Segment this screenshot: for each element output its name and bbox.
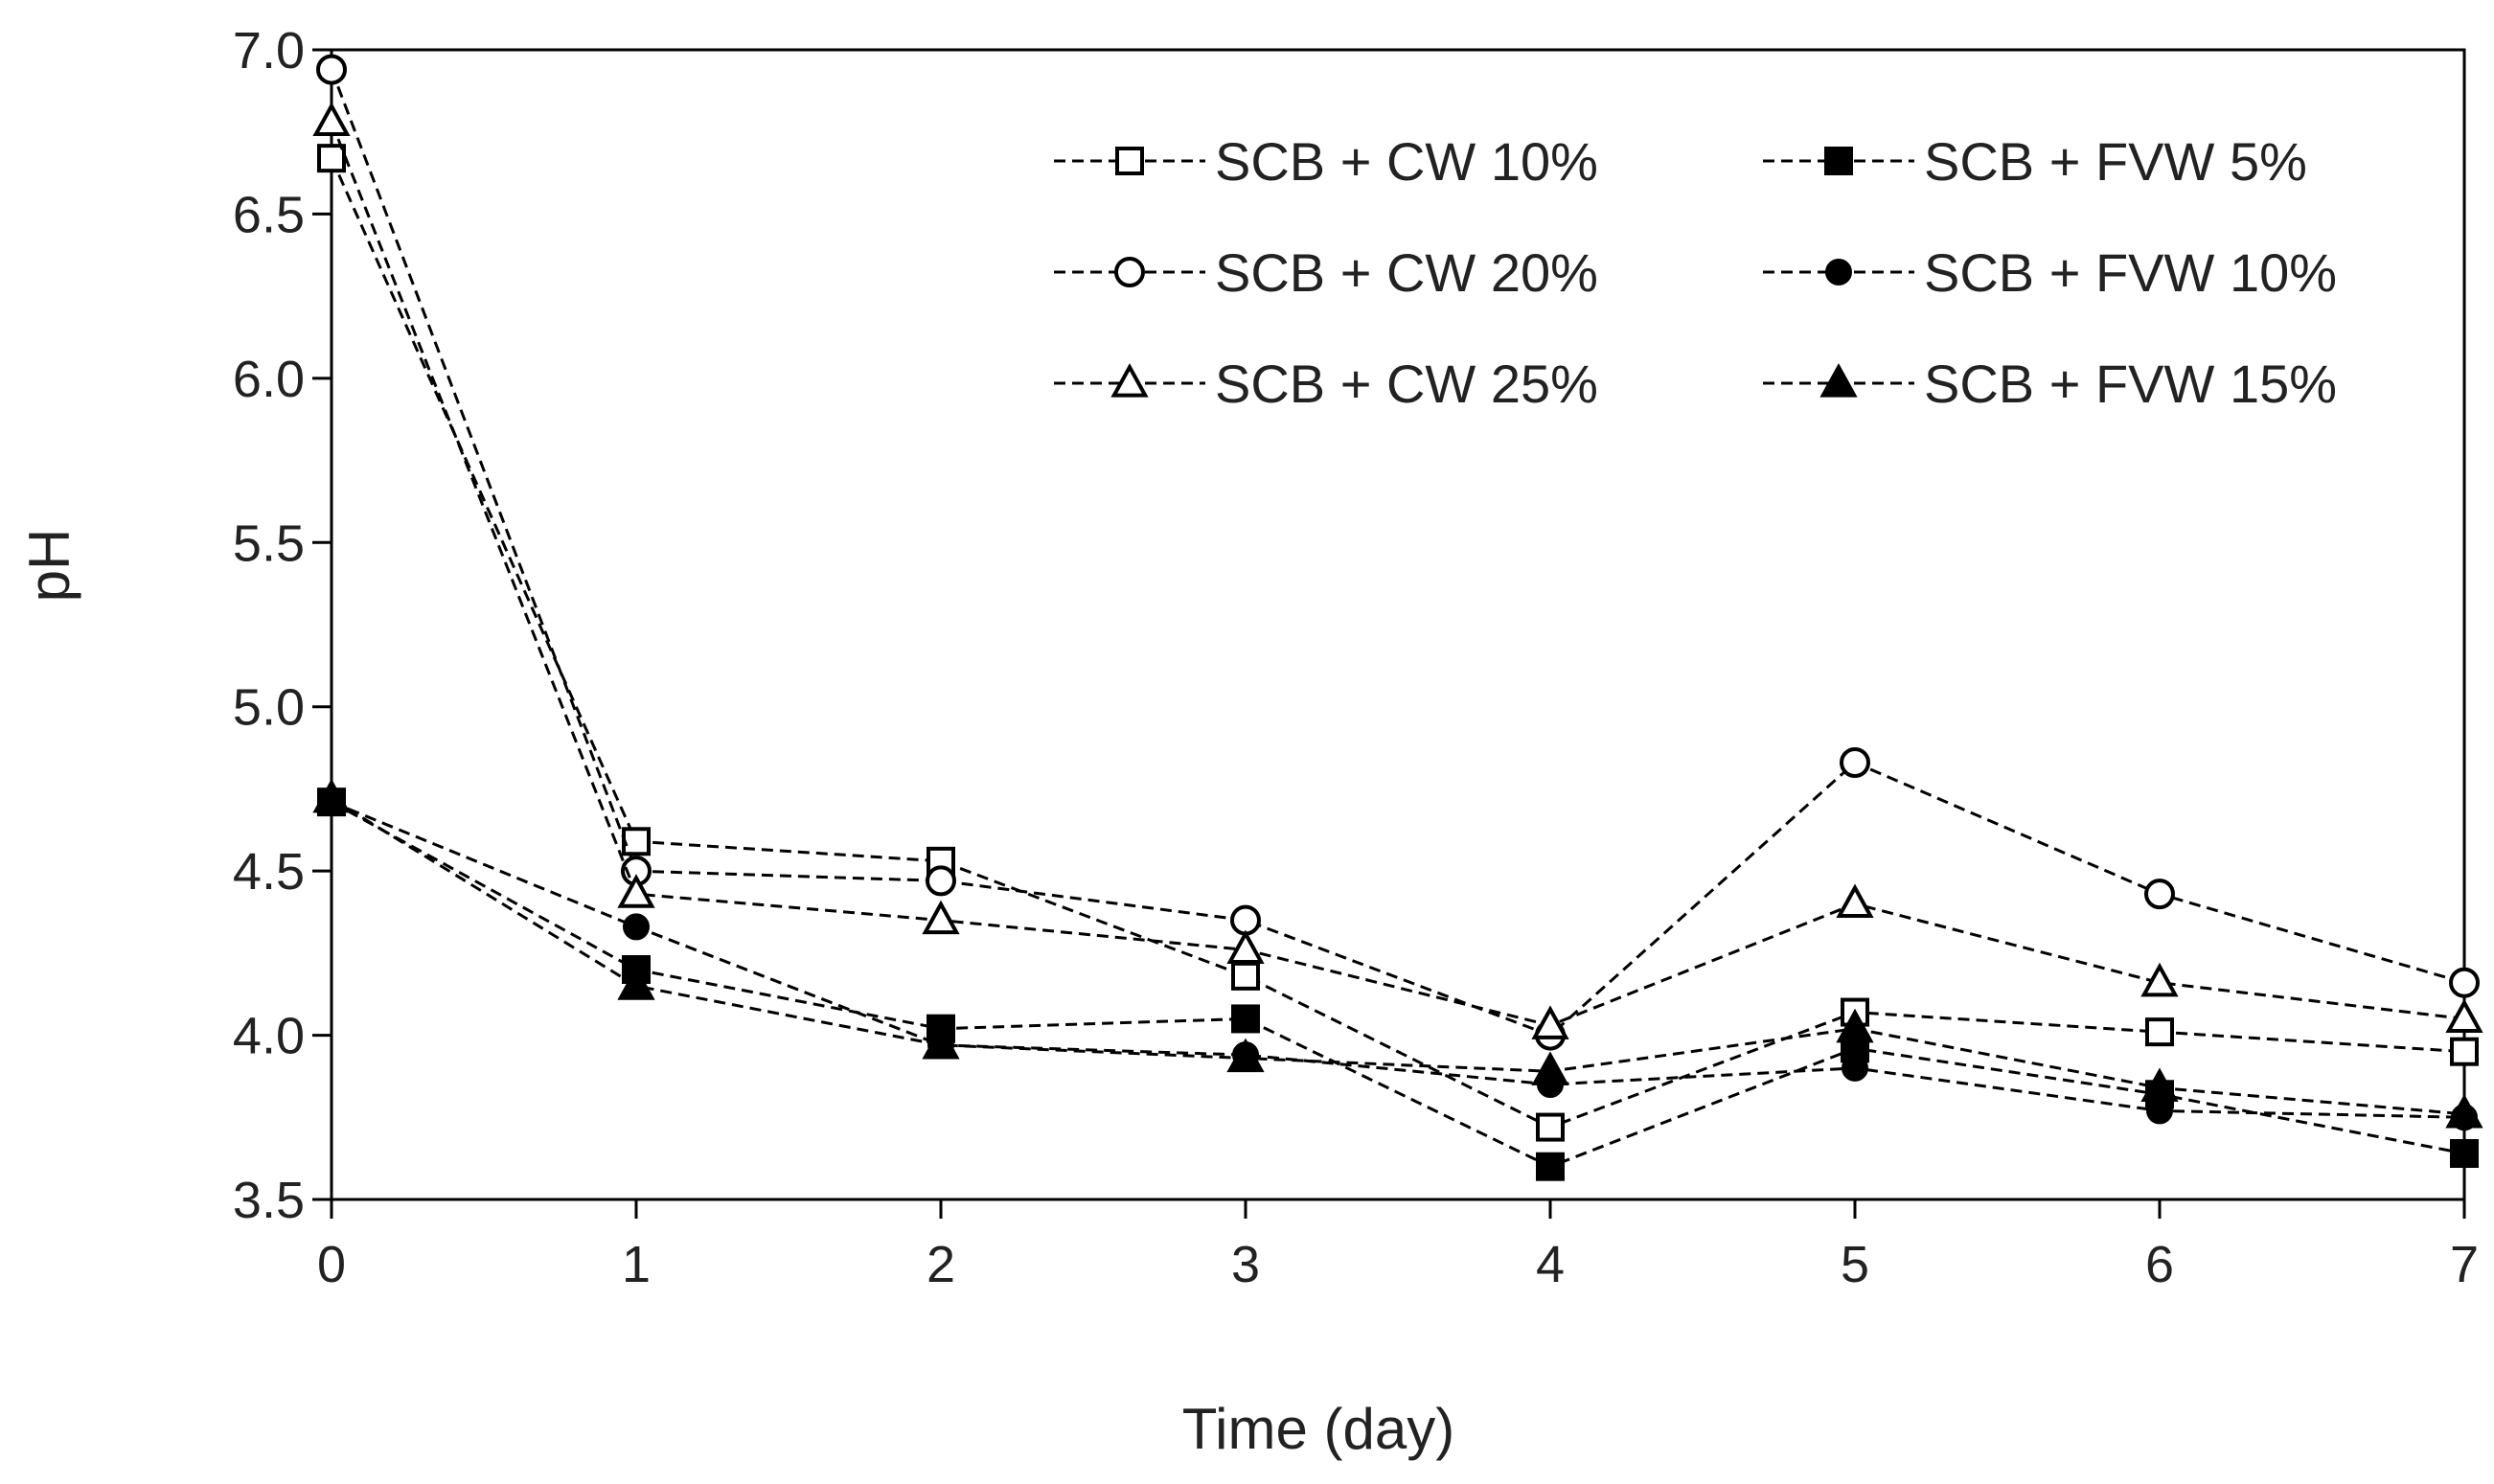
series-1 (317, 144, 2479, 1142)
data-point (1531, 1005, 1569, 1039)
data-point (622, 827, 651, 856)
data-point (922, 1024, 960, 1060)
y-axis-title: pH (17, 529, 81, 603)
series-line (331, 800, 2465, 1169)
y-tick-label: 6.5 (233, 186, 305, 243)
x-tick-label: 3 (1231, 1236, 1260, 1293)
legend-item-2: SCB + CW 20% (1054, 242, 1598, 303)
data-point (2445, 1093, 2483, 1129)
x-axis-title: Time (day) (1182, 1397, 1454, 1461)
series-3 (312, 102, 2483, 1039)
data-point (2144, 879, 2175, 910)
legend-label: SCB + CW 10% (1215, 131, 1598, 192)
legend: SCB + CW 10% SCB + CW 20% SCB + CW 25% SCB … (1054, 131, 2337, 414)
legend-label: SCB + FVW 15% (1924, 354, 2337, 414)
data-point (922, 900, 960, 935)
x-tick-label: 1 (622, 1236, 651, 1293)
data-point (623, 913, 650, 941)
data-point (2145, 1017, 2174, 1047)
series-line (331, 797, 2465, 1116)
data-point (312, 102, 351, 137)
legend-label: SCB + FVW 5% (1924, 131, 2307, 192)
legend-item-3: SCB + CW 25% (1054, 354, 1598, 414)
data-point (316, 54, 347, 85)
plot-frame (330, 48, 2466, 1201)
series-group (312, 54, 2483, 1181)
y-axis: 3.5 4.0 4.5 5.0 5.5 6.0 6.5 7.0 (233, 22, 332, 1229)
y-tick-label: 4.5 (233, 843, 305, 901)
data-point (2445, 998, 2483, 1034)
y-tick-label: 5.0 (233, 679, 305, 737)
legend-item-6: SCB + FVW 15% (1763, 354, 2337, 414)
x-tick-label: 6 (2145, 1236, 2174, 1293)
data-point (617, 966, 655, 1000)
data-point (1226, 929, 1265, 965)
data-point (1836, 1008, 1874, 1043)
data-point (1836, 883, 1874, 919)
data-point (2140, 1067, 2179, 1103)
legend-item-4: SCB + FVW 5% (1763, 131, 2307, 192)
y-tick-label: 7.0 (233, 22, 305, 80)
data-point (926, 865, 956, 897)
legend-label: SCB + CW 25% (1215, 354, 1598, 414)
y-tick-label: 3.5 (233, 1172, 305, 1229)
series-line (330, 157, 2465, 1130)
legend-marker (1819, 363, 1858, 398)
data-point (2450, 1037, 2479, 1066)
series-6 (312, 778, 2483, 1129)
data-point (1226, 1038, 1265, 1073)
x-axis: 0 1 2 3 4 5 6 7 (317, 1199, 2479, 1293)
legend-item-5: SCB + FVW 10% (1763, 242, 2337, 303)
data-point (2450, 1139, 2479, 1168)
data-point (1231, 1004, 1260, 1034)
y-tick-label: 5.5 (233, 514, 305, 572)
legend-marker (1825, 259, 1852, 285)
data-point (2140, 962, 2179, 997)
legend-marker (1114, 257, 1145, 287)
legend-label: SCB + FVW 10% (1924, 242, 2337, 303)
data-point (617, 874, 655, 908)
x-tick-label: 2 (927, 1236, 955, 1293)
y-tick-label: 4.0 (233, 1008, 305, 1065)
series-line (330, 121, 2465, 1027)
legend-marker (1824, 147, 1853, 175)
data-point (1842, 1054, 1868, 1082)
data-point (2146, 1097, 2173, 1125)
x-tick-label: 7 (2450, 1236, 2479, 1293)
series-line (331, 800, 2465, 1119)
legend-marker (1110, 363, 1149, 398)
data-point (1230, 904, 1261, 936)
series-line (330, 69, 2465, 1038)
x-tick-label: 4 (1536, 1236, 1565, 1293)
plot-area-border (330, 48, 2466, 1201)
x-tick-label: 5 (1841, 1236, 1869, 1293)
data-point (317, 144, 346, 173)
data-point (1840, 747, 1870, 778)
legend-label: SCB + CW 20% (1215, 242, 1598, 303)
data-point (1536, 1152, 1565, 1181)
x-tick-label: 0 (317, 1236, 346, 1293)
data-point (1231, 961, 1260, 991)
data-point (312, 778, 351, 813)
data-point (2449, 967, 2480, 998)
data-point (1536, 1112, 1565, 1142)
data-point (1531, 1051, 1569, 1085)
legend-marker (1115, 147, 1144, 175)
y-tick-label: 6.0 (233, 351, 305, 408)
legend-item-1: SCB + CW 10% (1054, 131, 1598, 192)
